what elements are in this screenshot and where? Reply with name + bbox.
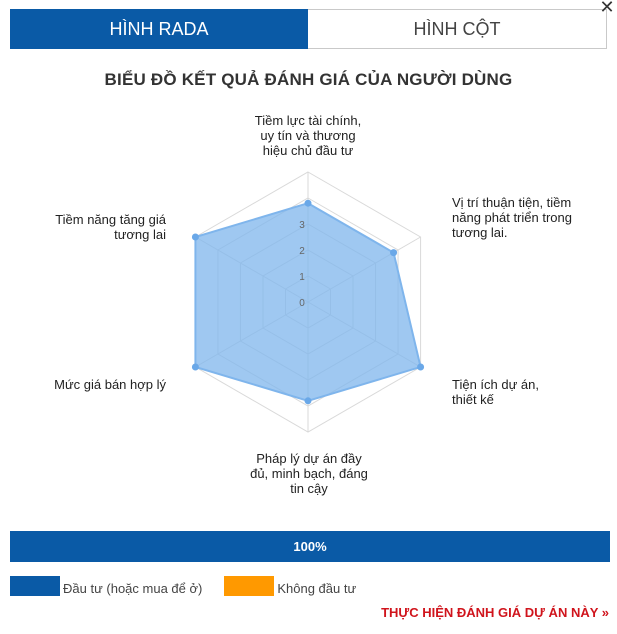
tick-label-2: 2 — [299, 246, 305, 257]
progress-text: 100% — [293, 539, 327, 554]
tick-label-0: 0 — [299, 298, 305, 309]
tick-label-1: 1 — [299, 272, 305, 283]
legend-item-no-invest: Không đầu tư — [224, 576, 356, 596]
legend-label-invest: Đầu tư (hoặc mua để ở) — [63, 581, 203, 596]
series-point-2 — [417, 363, 425, 371]
chart-title: BIỂU ĐỒ KẾT QUẢ ĐÁNH GIÁ CỦA NGƯỜI DÙNG — [104, 70, 513, 89]
legend-swatch-no-invest — [224, 576, 275, 596]
progress-fill: 100% — [10, 531, 610, 562]
series-point-5 — [191, 233, 199, 241]
tick-label-3: 3 — [299, 220, 305, 231]
legend-label-no-invest: Không đầu tư — [277, 581, 357, 596]
legend-swatch-invest — [10, 576, 60, 596]
axis-label-legal: Pháp lý dự án đầy đủ, minh bạch, đáng ti… — [250, 451, 368, 496]
axis-label-location: Vị trí thuận tiện, tiềm năng phát triển … — [452, 195, 572, 240]
series-point-1 — [390, 249, 398, 257]
axis-label-amenities: Tiện ích dự án, thiết kế — [452, 377, 539, 407]
evaluate-project-link[interactable]: THỰC HIỆN ĐÁNH GIÁ DỰ ÁN NÀY » — [381, 605, 609, 620]
tab-radar[interactable]: HÌNH RADA — [10, 9, 308, 49]
legend: Đầu tư (hoặc mua để ở) Không đầu tư — [10, 574, 360, 598]
chart-tabs: HÌNH RADA HÌNH CỘT — [10, 9, 607, 49]
series-area-0 — [194, 202, 422, 402]
progress-bar: 100% — [10, 531, 610, 562]
series-point-0 — [304, 199, 312, 207]
axis-label-growth: Tiềm năng tăng giá tương lai — [55, 212, 166, 242]
legend-item-invest: Đầu tư (hoặc mua để ở) — [10, 576, 202, 596]
radar-chart: 0 1 2 3 — [191, 171, 425, 433]
axis-label-financial: Tiềm lực tài chính, uy tín và thương hiệ… — [254, 113, 362, 158]
close-icon[interactable]: ✕ — [599, 0, 615, 17]
axis-label-price: Mức giá bán hợp lý — [54, 377, 166, 392]
tab-column[interactable]: HÌNH CỘT — [308, 9, 607, 49]
series-point-4 — [191, 363, 199, 371]
series-point-3 — [304, 397, 312, 405]
